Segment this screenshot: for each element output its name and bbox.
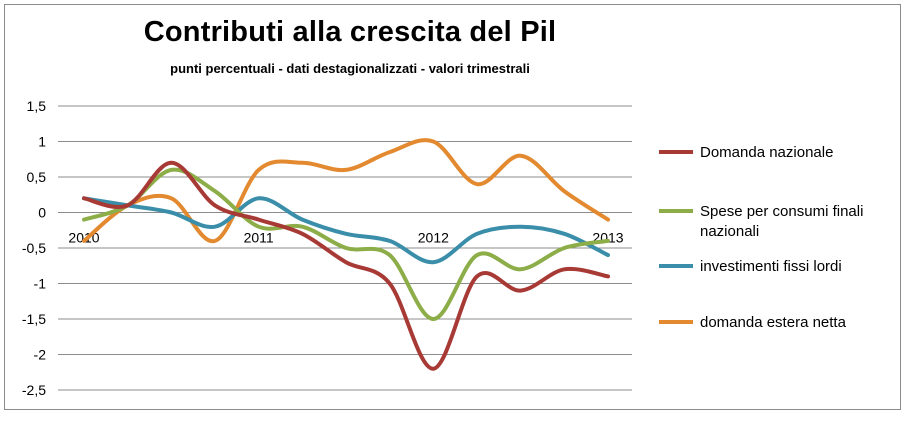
series-line-4 [82, 138, 610, 243]
y-tick-label: 1 [38, 134, 46, 150]
y-tick-label: -0,5 [22, 240, 46, 256]
series-lines [82, 138, 610, 371]
y-tick-label: -2 [34, 347, 47, 363]
chart-subtitle: punti percentuali - dati destagionalizza… [170, 61, 530, 76]
y-tick-label: 1,5 [27, 98, 47, 114]
y-tick-label: -2,5 [22, 382, 46, 398]
x-tick-label: 2012 [418, 230, 449, 246]
legend-label: Spese per consumi finali [700, 203, 863, 220]
y-tick-label: -1 [34, 276, 47, 292]
chart-frame [4, 4, 901, 410]
y-tick-label: 0,5 [27, 169, 47, 185]
legend-label: domanda estera netta [700, 314, 847, 331]
y-tick-label: 0 [38, 205, 46, 221]
y-tick-label: -1,5 [22, 311, 46, 327]
series-line-1 [82, 160, 610, 371]
legend-label-cont: nazionali [700, 223, 759, 240]
series-line-3 [82, 196, 610, 265]
y-axis: 1,5 1 0,5 0 -0,5 -1 -1,5 -2 -2,5 [22, 98, 46, 398]
legend: Domanda nazionale Spese per consumi final… [659, 144, 863, 331]
series-line-2 [82, 167, 610, 321]
legend-label: Domanda nazionale [700, 144, 833, 161]
x-tick-label: 2011 [244, 230, 274, 246]
legend-label: investimenti fissi lordi [700, 258, 842, 275]
chart-title: Contributi alla crescita del Pil [143, 16, 557, 48]
